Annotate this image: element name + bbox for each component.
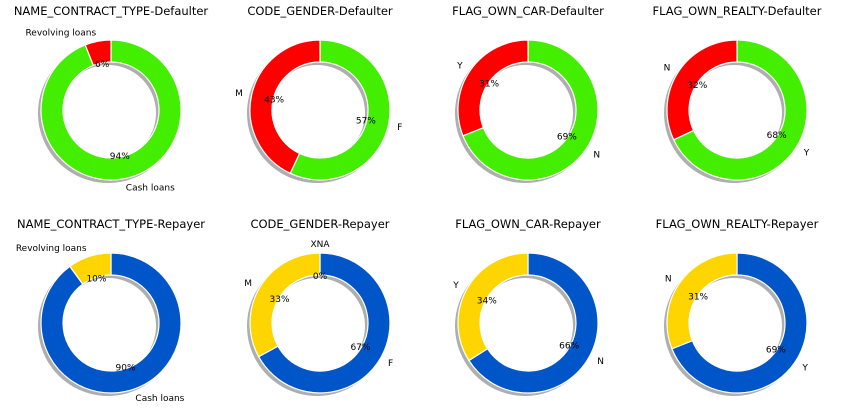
- chart-title: NAME_CONTRACT_TYPE-Defaulter: [14, 4, 209, 18]
- slice-label: Y: [801, 363, 808, 373]
- slice-label: N: [597, 357, 604, 367]
- slice-percent-label: 66%: [559, 342, 579, 352]
- slice-percent-label: 68%: [767, 131, 787, 141]
- donut-slice: [249, 39, 321, 175]
- donut-slice: [462, 39, 599, 181]
- donut-chart: CODE_GENDER-Defaulter F 57% M 43%: [235, 4, 402, 183]
- slice-percent-label: 90%: [116, 364, 136, 374]
- slice-label: N: [593, 150, 600, 160]
- donut-slice: [84, 39, 112, 67]
- donut-slice: [468, 252, 599, 394]
- donut-slice: [40, 39, 182, 181]
- slice-label: Y: [803, 148, 810, 158]
- slice-percent-label: 6%: [95, 60, 110, 70]
- donut-chart: FLAG_OWN_CAR-Repayer N 66% Y 34%: [452, 217, 604, 396]
- donut-slice: [457, 39, 529, 137]
- slice-label: Y: [456, 62, 463, 72]
- donut-slice: [666, 39, 738, 141]
- chart-title: FLAG_OWN_CAR-Repayer: [455, 217, 601, 231]
- slice-percent-label: 69%: [766, 345, 786, 355]
- slice-percent-label: 34%: [477, 296, 497, 306]
- donut-chart: FLAG_OWN_REALTY-Repayer Y 69% N 31%: [656, 217, 819, 396]
- slice-percent-label: 67%: [350, 343, 370, 353]
- slice-percent-label: 31%: [479, 80, 499, 90]
- slice-label: Cash loans: [135, 394, 184, 404]
- donut-chart: NAME_CONTRACT_TYPE-Defaulter Cash loans 94…: [14, 4, 209, 194]
- slice-percent-label: 94%: [110, 152, 130, 162]
- slice-label: Revolving loans: [16, 244, 87, 254]
- chart-title: NAME_CONTRACT_TYPE-Repayer: [17, 217, 205, 231]
- chart-title: CODE_GENDER-Repayer: [250, 217, 389, 231]
- donut-slice: [69, 252, 112, 286]
- donut-slice: [666, 252, 738, 350]
- chart-title: CODE_GENDER-Defaulter: [247, 4, 393, 18]
- chart-title: FLAG_OWN_REALTY-Repayer: [656, 217, 819, 231]
- donut-slice: [257, 252, 391, 394]
- slice-percent-label: 57%: [356, 116, 376, 126]
- slice-label: Y: [452, 281, 459, 291]
- slice-percent-label: 31%: [688, 293, 708, 303]
- donut-chart: FLAG_OWN_REALTY-Defaulter Y 68% N 32%: [653, 4, 822, 183]
- donut-slice: [671, 252, 808, 394]
- slice-percent-label: 69%: [557, 132, 577, 142]
- slice-percent-label: 0%: [313, 272, 328, 282]
- slice-label: Cash loans: [126, 184, 175, 194]
- slice-label: F: [397, 123, 402, 133]
- slice-percent-label: 43%: [264, 96, 284, 106]
- donut-chart: NAME_CONTRACT_TYPE-Repayer Cash loans 90% R…: [16, 217, 205, 404]
- slice-label: M: [235, 89, 243, 99]
- slice-label: F: [388, 359, 393, 369]
- donut-slice: [672, 39, 808, 181]
- slice-label: Revolving loans: [25, 28, 96, 38]
- donut-chart: CODE_GENDER-Repayer F 67% M 33% XNA 0%: [244, 217, 393, 396]
- chart-title: FLAG_OWN_REALTY-Defaulter: [653, 4, 822, 18]
- donut-chart: FLAG_OWN_CAR-Defaulter N 69% Y 31%: [452, 4, 604, 183]
- slice-label: N: [664, 64, 671, 74]
- slice-label: M: [244, 279, 252, 289]
- donut-slice: [457, 252, 529, 362]
- donut-slice: [40, 252, 182, 394]
- slice-label: XNA: [310, 240, 330, 250]
- slice-label: N: [665, 275, 672, 285]
- slice-percent-label: 33%: [270, 295, 290, 305]
- donut-slice: [289, 39, 391, 181]
- slice-percent-label: 32%: [687, 81, 707, 91]
- donut-slice: [249, 252, 321, 358]
- slice-percent-label: 10%: [86, 274, 106, 284]
- chart-title: FLAG_OWN_CAR-Defaulter: [452, 4, 604, 18]
